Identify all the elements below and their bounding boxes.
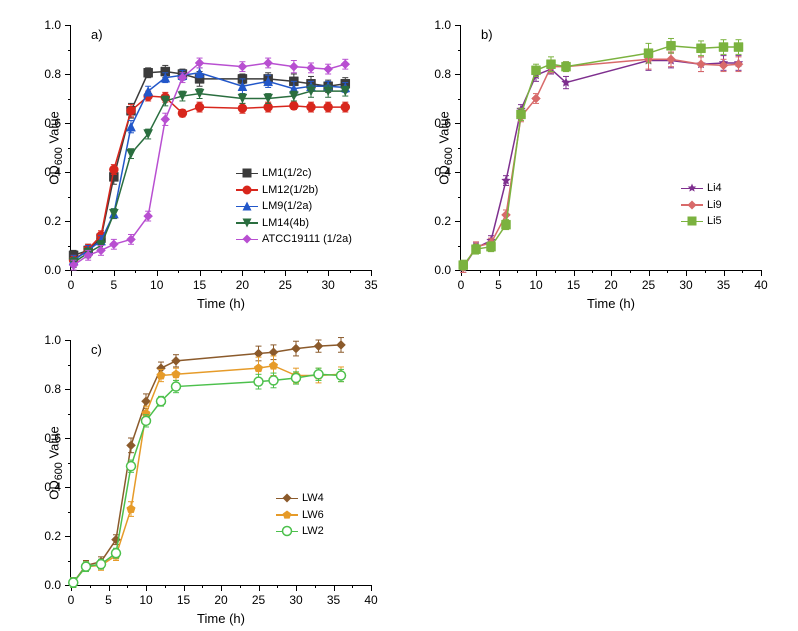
marker [127,462,136,471]
xtick [109,585,110,591]
legend-item: LW4 [276,490,324,507]
plot-area: 05101520253035400.00.20.40.60.81.0Time (… [70,340,371,586]
legend-label: LW6 [302,507,324,524]
xticklabel: 30 [289,593,302,607]
legend-item: LW6 [276,507,324,524]
marker [157,397,166,406]
legend-line-icon [276,498,298,500]
marker [254,364,263,372]
marker [97,560,106,569]
yticklabel: 1.0 [44,333,61,347]
xticklabel: 35 [327,593,340,607]
marker [337,340,346,349]
marker [157,371,166,379]
marker [292,373,301,382]
xticklabel: 15 [177,593,190,607]
marker [69,578,78,587]
legend-line-icon [276,514,298,516]
xticklabel: 25 [252,593,265,607]
chart-svg [71,340,371,585]
marker [337,371,346,380]
marker [112,549,121,558]
xticklabel: 5 [105,593,112,607]
marker [127,441,136,450]
marker [269,376,278,385]
marker [82,562,91,571]
xlabel: Time (h) [197,611,245,626]
yticklabel: 0.8 [44,382,61,396]
marker [172,382,181,391]
marker [127,505,136,513]
xticklabel: 40 [364,593,377,607]
xtick [371,585,372,591]
marker [172,356,181,365]
xtick [259,585,260,591]
marker [314,342,323,351]
xtick [221,585,222,591]
marker [254,377,263,386]
yticklabel: 0.2 [44,529,61,543]
xticklabel: 0 [68,593,75,607]
xtick [146,585,147,591]
legend-item: LW2 [276,523,324,540]
marker [142,416,151,425]
marker [269,348,278,357]
panel-c: 05101520253035400.00.20.40.60.81.0Time (… [0,0,798,631]
legend: LW4LW6LW2 [276,490,324,540]
marker [254,349,263,358]
marker [172,370,181,378]
series-line-LW4 [73,345,341,583]
legend-label: LW2 [302,523,324,540]
marker [292,344,301,353]
marker [269,361,278,369]
legend-line-icon [276,531,298,533]
xticklabel: 20 [214,593,227,607]
yticklabel: 0.0 [44,578,61,592]
xtick [296,585,297,591]
legend-label: LW4 [302,490,324,507]
marker [314,370,323,379]
xtick [184,585,185,591]
xticklabel: 10 [139,593,152,607]
ylabel: OD600 Value [46,426,65,499]
xtick [334,585,335,591]
